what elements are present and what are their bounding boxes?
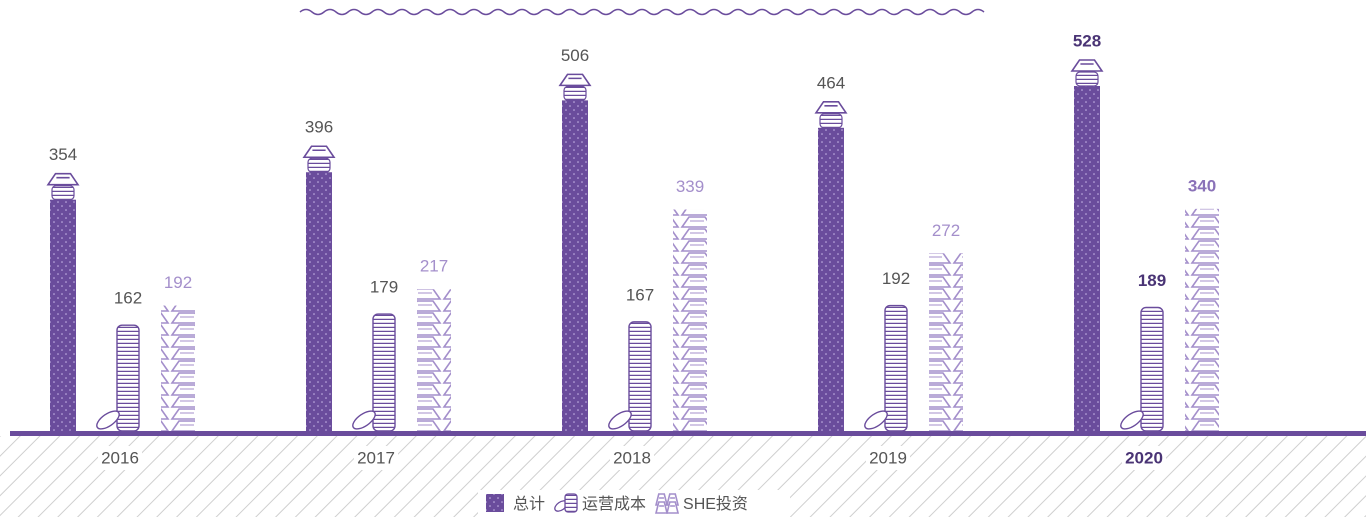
legend-swatch (655, 501, 669, 514)
bar-total (818, 127, 844, 432)
value-label: 179 (370, 278, 398, 297)
bar-total (1074, 86, 1100, 431)
value-label: 162 (114, 289, 142, 308)
coin-fallen (96, 410, 120, 430)
bar-ingots (929, 253, 963, 431)
bar-coins (1140, 306, 1164, 432)
bar-coins (884, 304, 908, 432)
year-label-bg (354, 446, 398, 470)
bar-cap-ingot (1070, 59, 1104, 72)
value-label: 506 (561, 46, 589, 65)
legend-swatch (564, 493, 578, 513)
value-label: 189 (1138, 271, 1166, 290)
bar-cap-coins (51, 185, 75, 201)
bar-ingots (673, 209, 707, 431)
value-label: 396 (305, 118, 333, 137)
bar-coins (628, 321, 652, 432)
value-label: 339 (676, 177, 704, 196)
value-label: 192 (164, 273, 192, 292)
x-tick-label: 2019 (869, 448, 907, 467)
value-label: 272 (932, 221, 960, 240)
year-label-bg (98, 446, 142, 470)
legend: 总计 运营成本 SHE投资 (478, 490, 790, 517)
bar-cap-ingot (46, 172, 80, 186)
year-label-bg (1122, 446, 1166, 470)
bar-coins (372, 313, 396, 432)
bar-ingots (161, 305, 195, 431)
bar-cap-coins (563, 85, 587, 101)
bar-cap-ingot (814, 101, 848, 114)
coin-fallen (352, 410, 376, 430)
bar-ingots (417, 289, 451, 431)
bar-cap-coins (307, 157, 331, 173)
bar-cap-coins (1075, 71, 1099, 87)
value-label: 340 (1188, 176, 1216, 195)
legend-label: 运营成本 (582, 495, 646, 513)
bar-total (50, 199, 76, 431)
year-label-bg (610, 446, 654, 470)
bar-ingots (1185, 208, 1219, 431)
legend-bg (478, 490, 790, 517)
x-tick-label: 2020 (1125, 448, 1163, 467)
legend-label: SHE投资 (683, 495, 748, 513)
legend-label: 总计 (513, 495, 545, 513)
coin-fallen (864, 410, 888, 430)
bar-cap-ingot (558, 73, 592, 87)
coin-fallen (1120, 410, 1144, 430)
value-label: 217 (420, 257, 448, 276)
value-label: 167 (626, 285, 654, 304)
bar-coins (116, 324, 140, 432)
decor-wave (299, 8, 985, 16)
value-label: 354 (49, 145, 77, 164)
bar-cap-ingot (302, 145, 336, 159)
legend-swatch (666, 501, 680, 514)
bar-total (306, 172, 332, 431)
bar-total (562, 100, 588, 431)
x-tick-label: 2018 (613, 448, 651, 467)
x-tick-label: 2017 (357, 448, 395, 467)
legend-swatch (486, 494, 504, 512)
value-label: 528 (1073, 31, 1101, 50)
year-label-bg (866, 446, 910, 470)
bar-cap-coins (819, 113, 843, 129)
baseline (10, 431, 1366, 436)
value-label: 464 (817, 73, 845, 92)
coin-fallen (608, 410, 632, 430)
x-tick-label: 2016 (101, 448, 139, 467)
value-label: 192 (882, 269, 910, 288)
